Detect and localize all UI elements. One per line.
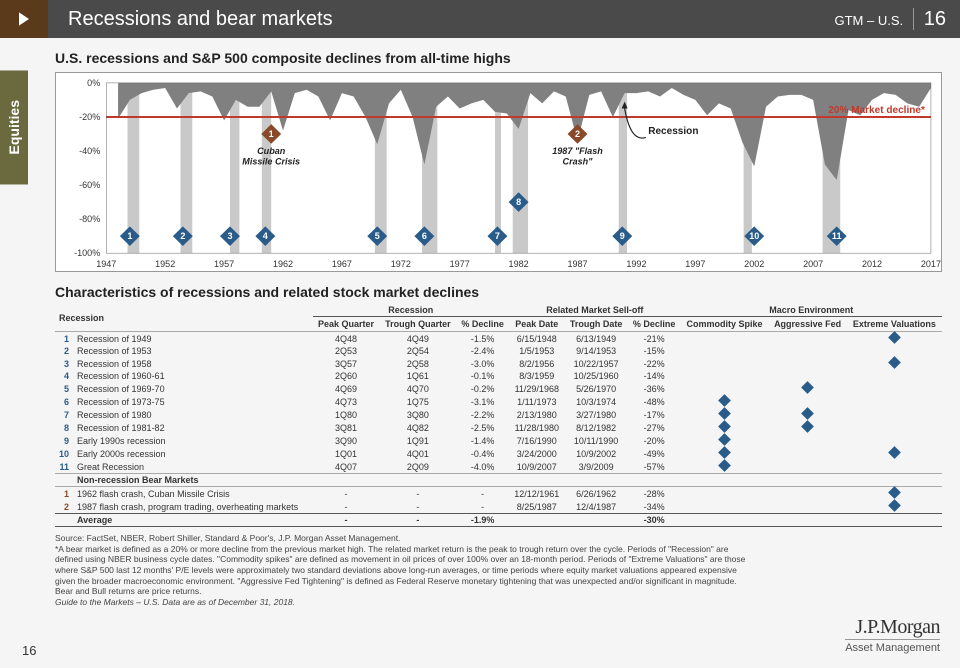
footnote: Source: FactSet, NBER, Robert Shiller, S… bbox=[55, 533, 755, 607]
svg-text:1982: 1982 bbox=[509, 259, 529, 269]
svg-text:7: 7 bbox=[495, 231, 500, 241]
table-row: 5 Recession of 1969-70 4Q694Q70-0.2% 11/… bbox=[55, 382, 942, 395]
svg-text:1957: 1957 bbox=[214, 259, 234, 269]
svg-text:1977: 1977 bbox=[450, 259, 470, 269]
grp-macro: Macro Environment bbox=[681, 304, 942, 317]
svg-text:2: 2 bbox=[180, 231, 185, 241]
footnote-body: *A bear market is defined as a 20% or mo… bbox=[55, 544, 755, 597]
decline-chart: 20% Market decline* Recession 0% -20% -40% -6… bbox=[55, 72, 942, 272]
decline-chart-svg: 20% Market decline* Recession 0% -20% -40% -6… bbox=[56, 73, 941, 271]
svg-text:-40%: -40% bbox=[79, 146, 100, 156]
recession-table: Recession Recession Related Market Sell-… bbox=[55, 304, 942, 527]
chevron-right-icon bbox=[14, 9, 34, 29]
header-chevron bbox=[0, 0, 48, 38]
svg-text:-20%: -20% bbox=[79, 112, 100, 122]
header-pagenum: 16 bbox=[913, 8, 946, 30]
svg-text:Cuban: Cuban bbox=[257, 146, 286, 156]
col-pq: Peak Quarter bbox=[313, 317, 380, 332]
svg-text:2017: 2017 bbox=[921, 259, 941, 269]
svg-text:1952: 1952 bbox=[155, 259, 175, 269]
svg-text:1987 "Flash: 1987 "Flash bbox=[552, 146, 603, 156]
svg-text:Missile Crisis: Missile Crisis bbox=[242, 157, 300, 167]
gtm-label: GTM – U.S. bbox=[835, 13, 904, 28]
col-af: Aggressive Fed bbox=[768, 317, 846, 332]
header-right: GTM – U.S. 16 bbox=[835, 8, 947, 31]
col-md: % Decline bbox=[628, 317, 681, 332]
svg-text:2002: 2002 bbox=[744, 259, 764, 269]
table-row: 2 Recession of 1953 2Q532Q54-2.4% 1/5/19… bbox=[55, 345, 942, 357]
svg-text:3: 3 bbox=[227, 231, 232, 241]
svg-text:10: 10 bbox=[749, 231, 759, 241]
table-subhead: Non-recession Bear Markets bbox=[55, 474, 942, 487]
chart-title: U.S. recessions and S&P 500 composite de… bbox=[55, 50, 942, 66]
col-tq: Trough Quarter bbox=[379, 317, 456, 332]
svg-text:1987: 1987 bbox=[567, 259, 587, 269]
footer-pagenum: 16 bbox=[22, 643, 36, 658]
svg-text:1997: 1997 bbox=[685, 259, 705, 269]
svg-text:5: 5 bbox=[375, 231, 380, 241]
page-title: Recessions and bear markets bbox=[68, 8, 835, 31]
jpm-logo: J.P.Morgan Asset Management bbox=[845, 616, 940, 654]
svg-text:2: 2 bbox=[575, 129, 580, 139]
table-average: Average---1.9%-30% bbox=[55, 514, 942, 527]
table-row: 8 Recession of 1981-82 3Q814Q82-2.5% 11/… bbox=[55, 421, 942, 434]
svg-text:-100%: -100% bbox=[74, 248, 100, 258]
svg-text:1992: 1992 bbox=[626, 259, 646, 269]
svg-text:6: 6 bbox=[422, 231, 427, 241]
grp-selloff: Related Market Sell-off bbox=[509, 304, 681, 317]
svg-text:11: 11 bbox=[832, 231, 842, 241]
svg-text:4: 4 bbox=[263, 231, 268, 241]
svg-text:20% Market decline*: 20% Market decline* bbox=[828, 105, 925, 116]
footnote-guide: Guide to the Markets – U.S. Data are as … bbox=[55, 597, 755, 608]
table-row: 4 Recession of 1960-61 2Q601Q61-0.1% 8/3… bbox=[55, 370, 942, 382]
col-cs: Commodity Spike bbox=[681, 317, 769, 332]
page-header: Recessions and bear markets GTM – U.S. 1… bbox=[0, 0, 960, 38]
svg-text:2007: 2007 bbox=[803, 259, 823, 269]
table-row: 6 Recession of 1973-75 4Q731Q75-3.1% 1/1… bbox=[55, 395, 942, 408]
svg-text:8: 8 bbox=[516, 197, 521, 207]
table-row: 11 Great Recession 4Q072Q09-4.0% 10/9/20… bbox=[55, 460, 942, 474]
table-row: 1 Recession of 1949 4Q484Q49-1.5% 6/15/1… bbox=[55, 332, 942, 346]
svg-text:-80%: -80% bbox=[79, 214, 100, 224]
footnote-source: Source: FactSet, NBER, Robert Shiller, S… bbox=[55, 533, 755, 544]
col-rd: % Decline bbox=[456, 317, 509, 332]
content: U.S. recessions and S&P 500 composite de… bbox=[55, 50, 942, 607]
svg-text:2012: 2012 bbox=[862, 259, 882, 269]
svg-text:1972: 1972 bbox=[391, 259, 411, 269]
svg-text:Recession: Recession bbox=[648, 126, 698, 137]
svg-text:1: 1 bbox=[269, 129, 274, 139]
table-title: Characteristics of recessions and relate… bbox=[55, 284, 942, 300]
grp-recession: Recession bbox=[313, 304, 510, 317]
svg-text:-60%: -60% bbox=[79, 180, 100, 190]
svg-text:9: 9 bbox=[620, 231, 625, 241]
svg-text:0%: 0% bbox=[87, 78, 100, 88]
svg-text:Crash": Crash" bbox=[563, 157, 594, 167]
side-tab-equities: Equities bbox=[0, 70, 28, 184]
svg-text:1962: 1962 bbox=[273, 259, 293, 269]
svg-text:1: 1 bbox=[127, 231, 132, 241]
logo-company: J.P.Morgan bbox=[845, 616, 940, 639]
table-row: 9 Early 1990s recession 3Q901Q91-1.4% 7/… bbox=[55, 434, 942, 447]
col-ev: Extreme Valuations bbox=[847, 317, 942, 332]
table-row: 7 Recession of 1980 1Q803Q80-2.2% 2/13/1… bbox=[55, 408, 942, 421]
table-row: 1 1962 flash crash, Cuban Missile Crisis… bbox=[55, 487, 942, 501]
table-row: 3 Recession of 1958 3Q572Q58-3.0% 8/2/19… bbox=[55, 357, 942, 370]
table-row: 2 1987 flash crash, program trading, ove… bbox=[55, 500, 942, 514]
col-pd: Peak Date bbox=[509, 317, 564, 332]
svg-text:1967: 1967 bbox=[332, 259, 352, 269]
logo-division: Asset Management bbox=[845, 639, 940, 654]
svg-text:1947: 1947 bbox=[96, 259, 116, 269]
col-td: Trough Date bbox=[565, 317, 628, 332]
col-recession: Recession bbox=[55, 304, 313, 332]
table-row: 10 Early 2000s recession 1Q014Q01-0.4% 3… bbox=[55, 447, 942, 460]
